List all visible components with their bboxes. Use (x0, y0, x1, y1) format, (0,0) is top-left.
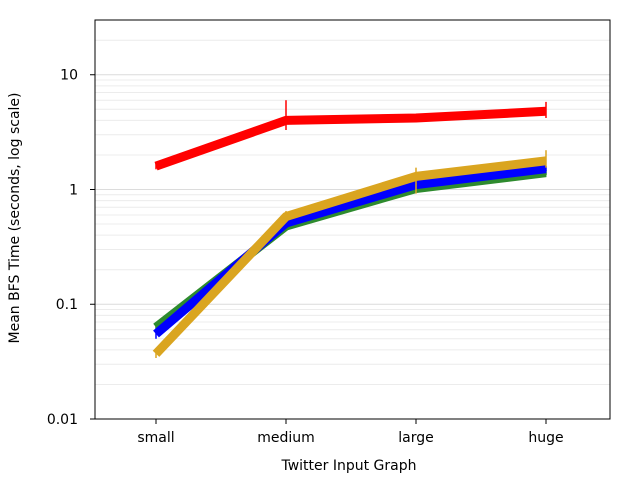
series-line (154, 106, 547, 171)
series-layer (152, 100, 547, 359)
series-line (153, 164, 547, 338)
y-tick-label: 10 (60, 68, 78, 84)
x-axis-title: Twitter Input Graph (280, 458, 416, 474)
y-tick-label: 0.01 (47, 412, 78, 428)
x-tick-label: small (137, 430, 174, 446)
series-line (152, 156, 547, 357)
x-tick-label: medium (257, 430, 315, 446)
x-tick-label: huge (528, 430, 563, 446)
series-3 (154, 100, 547, 171)
y-tick-label: 1 (69, 182, 78, 198)
series-4 (152, 150, 547, 359)
x-axis-ticks: small medium large huge (137, 419, 564, 446)
y-axis-ticks: 0.01 0.1 1 10 (47, 68, 95, 428)
y-tick-label: 0.1 (56, 297, 78, 313)
x-tick-label: large (398, 430, 433, 446)
plot-frame (94, 19, 611, 420)
y-axis-title: Mean BFS Time (seconds, log scale) (7, 93, 23, 344)
